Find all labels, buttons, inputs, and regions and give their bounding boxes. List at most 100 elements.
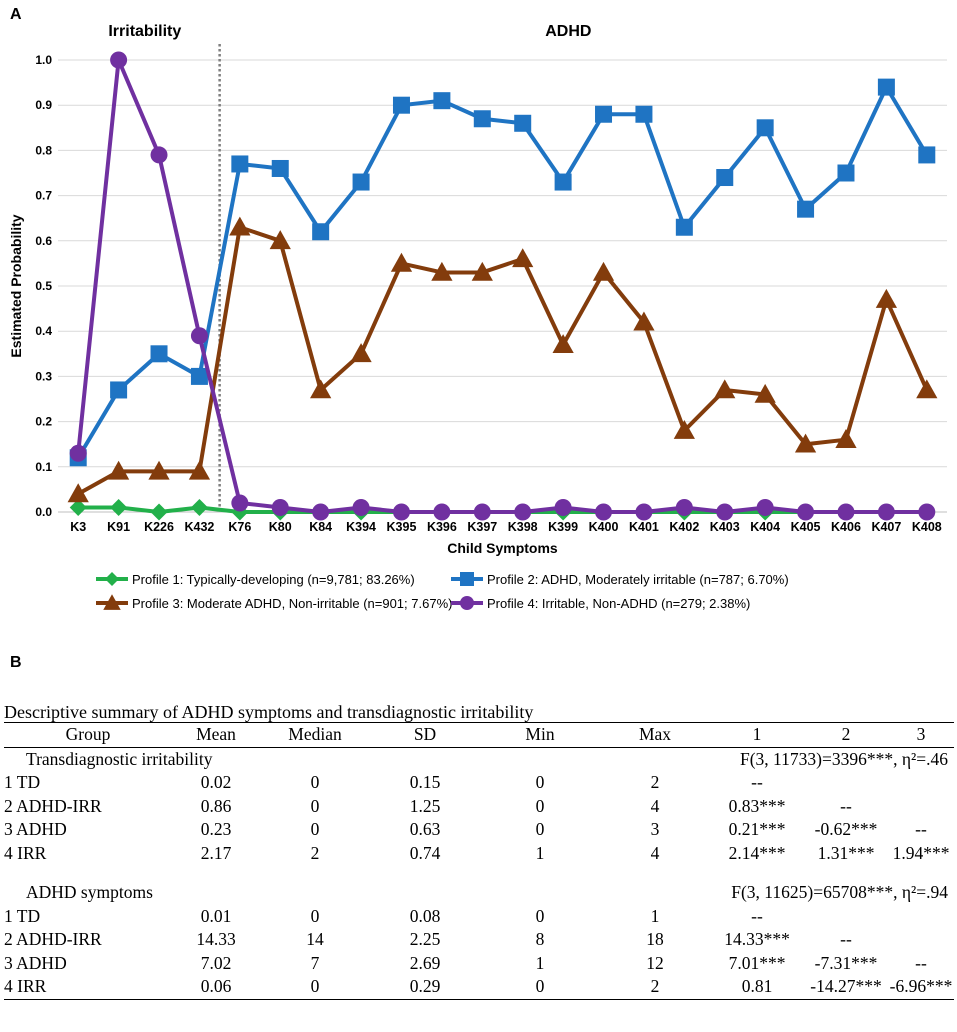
cell-c1: -- [751,905,763,926]
cell-median: 14 [306,929,324,949]
cell-min: 0 [535,795,545,816]
cell-group: 3 ADHD [4,819,67,839]
table-row: 2 ADHD-IRR 14.33 14 2.25 8 18 14.33*** -… [4,928,954,952]
cell-min: 8 [535,929,545,949]
x-tick-label: K400 [589,520,619,534]
data-point-profile-1 [150,503,168,521]
cell-c2: -7.31*** [814,952,878,973]
cell-sd: 0.08 [409,905,441,926]
table-header-row: Group Mean Median SD Min Max 1 2 3 [4,722,954,748]
cell-min: 0 [535,772,545,792]
table-row: 1 TD 0.01 0 0.08 0 1 -- [4,905,954,929]
cell-max: 2 [600,975,710,1000]
data-point-profile-3 [512,248,534,268]
data-point-profile-3 [229,216,251,236]
data-point-profile-3 [835,429,857,448]
data-point-profile-4 [69,444,87,462]
data-point-profile-3 [107,460,130,480]
data-point-profile-3 [875,288,898,308]
cell-c3 [888,905,954,929]
data-point-profile-1 [69,498,87,516]
data-point-profile-4 [918,503,936,521]
cell-max: 2 [650,772,660,792]
cell-c3: 1.94*** [892,842,950,863]
data-point-profile-4 [756,498,774,516]
y-tick-label: 0.0 [35,505,52,519]
data-point-profile-3 [592,261,615,281]
data-point-profile-3 [310,379,332,399]
table-caption: Descriptive summary of ADHD symptoms and… [4,702,534,722]
cell-median: 0 [260,975,370,1000]
data-point-profile-4 [110,51,128,69]
col-header-2: 2 [804,722,888,748]
x-tick-label: K80 [269,520,292,534]
cell-c2: -- [840,929,852,949]
y-tick-label: 0.1 [35,460,52,474]
series-line-profile-2 [76,85,929,459]
data-point-profile-3 [188,460,211,480]
x-tick-label: K402 [669,520,699,534]
cell-min: 1 [535,842,545,863]
table-row: 4 IRR 0.06 0 0.29 0 2 0.81 -14.27*** -6.… [4,975,954,1000]
data-point-profile-2 [797,200,815,218]
y-tick-label: 0.6 [35,234,52,248]
data-point-profile-2 [595,105,613,123]
cell-group: 2 ADHD-IRR [4,929,102,949]
x-axis-title: Child Symptoms [447,540,558,556]
cell-sd: 0.15 [409,772,441,792]
col-header-1: 1 [710,722,804,748]
data-point-profile-4 [352,498,370,516]
data-point-profile-4 [877,503,895,521]
data-point-profile-4 [231,494,249,512]
data-point-profile-3 [552,334,574,354]
x-tick-label: K3 [70,520,86,534]
cell-c3 [888,771,954,795]
data-point-profile-4 [837,503,855,521]
data-point-profile-3 [633,311,655,331]
data-point-profile-3 [471,261,493,281]
line-chart: 0.0 0.1 0.2 0.3 0.4 0.5 0.6 0.7 0.8 0.9 1.0 K3 K91 K2… [8,23,947,611]
series-line-profile-4 [76,58,927,514]
panel-b-label: B [10,654,22,671]
cell-c2 [804,905,888,929]
legend-marker [460,572,474,586]
data-point-profile-4 [554,498,572,516]
table-row: 3 ADHD 0.23 0 0.63 0 3 0.21*** -0.62*** … [4,818,954,842]
cell-mean: 0.01 [200,905,232,926]
cell-mean: 0.06 [172,975,260,1000]
cell-c2: 1.31*** [817,842,875,863]
x-tick-label: K408 [912,520,942,534]
col-header-3: 3 [888,722,954,748]
data-point-profile-3 [350,343,372,363]
x-tick-label: K394 [346,520,376,534]
data-point-profile-1 [190,498,208,516]
cell-median: 2 [310,842,320,863]
col-header-median: Median [260,722,370,748]
data-point-profile-2 [352,173,370,191]
x-tick-label: K407 [871,520,901,534]
data-point-profile-2 [918,146,936,164]
cell-median: 0 [310,795,320,816]
data-point-profile-2 [675,218,693,236]
cell-c2: -0.62*** [814,819,878,839]
cell-group: 4 IRR [4,842,47,863]
table-row: 1 TD 0.02 0 0.15 0 2 -- [4,771,954,795]
cell-sd: 2.69 [409,952,441,973]
data-point-profile-4 [190,327,208,345]
y-tick-label: 0.2 [35,415,52,429]
col-header-group: Group [4,722,172,748]
data-point-profile-2 [554,173,572,191]
legend-label: Profile 2: ADHD, Moderately irritable (n… [487,572,789,587]
legend-label: Profile 4: Irritable, Non-ADHD (n=279; 2… [487,596,750,611]
data-point-profile-4 [595,503,613,521]
cell-sd: 1.25 [409,795,441,816]
series-line-profile-3 [77,225,929,496]
data-point-profile-3 [431,261,453,281]
section-stat: F(3, 11733)=3396***, η²=.46 [739,748,948,769]
cell-c2: -- [840,795,852,816]
x-tick-label: K406 [831,520,861,534]
cell-mean: 14.33 [196,929,236,949]
x-tick-label: K395 [387,520,417,534]
y-tick-label: 0.3 [35,369,52,383]
cell-median: 0 [310,905,320,926]
